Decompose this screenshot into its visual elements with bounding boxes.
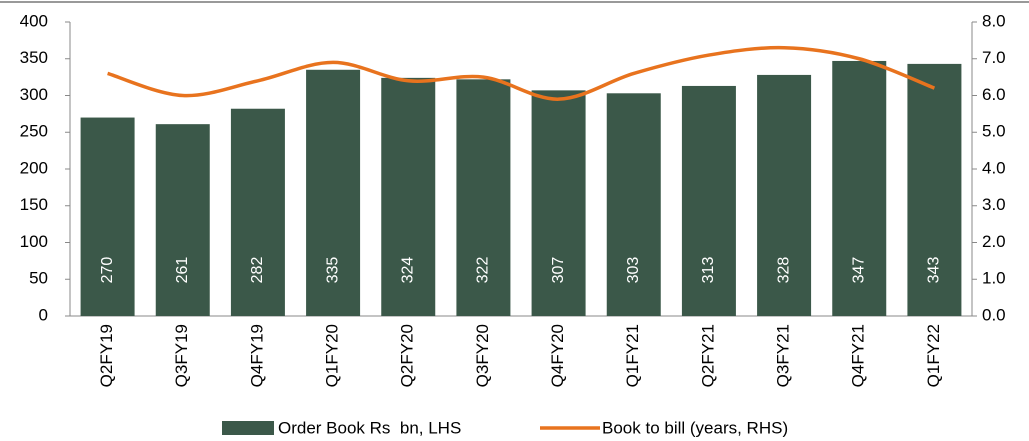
y-tick-label: 250	[20, 122, 48, 141]
y2-tick-label: 5.0	[982, 122, 1006, 141]
y-tick-label: 300	[20, 85, 48, 104]
x-tick-label: Q3FY19	[172, 324, 191, 387]
bar-value-label: 324	[399, 257, 416, 284]
y2-tick-label: 1.0	[982, 269, 1006, 288]
x-tick-label: Q1FY20	[323, 324, 342, 387]
bar-value-label: 347	[850, 257, 867, 284]
bar-value-label: 343	[926, 257, 943, 284]
bar-value-label: 313	[700, 257, 717, 284]
x-tick-label: Q2FY20	[398, 324, 417, 387]
legend-label: Book to bill (years, RHS)	[602, 418, 788, 437]
y-tick-label: 150	[20, 195, 48, 214]
bar	[155, 124, 210, 316]
bar	[681, 85, 736, 316]
bar	[907, 63, 962, 316]
legend-swatch	[222, 421, 274, 435]
y2-tick-label: 0.0	[982, 305, 1006, 324]
x-tick-label: Q1FY22	[924, 324, 943, 387]
y-tick-label: 0	[39, 305, 48, 324]
bar	[606, 93, 661, 316]
bar	[306, 69, 361, 317]
line	[107, 45, 936, 101]
bar	[531, 90, 586, 316]
x-tick-label: Q2FY19	[97, 324, 116, 387]
x-tick-label: Q2FY21	[698, 324, 717, 387]
bar-value-label: 328	[775, 257, 792, 284]
y2-tick-label: 8.0	[982, 11, 1006, 30]
bar-value-label: 270	[99, 257, 116, 284]
bar-value-label: 303	[625, 257, 642, 284]
x-tick-label: Q4FY20	[548, 324, 567, 387]
bar	[832, 60, 887, 316]
x-tick-label: Q1FY21	[623, 324, 642, 387]
bar	[381, 77, 436, 316]
bar	[456, 79, 511, 316]
bar-value-label: 335	[324, 257, 341, 284]
bar	[80, 117, 135, 316]
y2-tick-label: 7.0	[982, 48, 1006, 67]
y-tick-label: 400	[20, 11, 48, 30]
bar-value-label: 282	[249, 257, 266, 284]
y-tick-label: 50	[29, 269, 48, 288]
y2-tick-label: 6.0	[982, 85, 1006, 104]
y2-tick-label: 2.0	[982, 232, 1006, 251]
x-tick-label: Q4FY21	[849, 324, 868, 387]
bar-value-label: 322	[475, 257, 492, 284]
y-tick-label: 100	[20, 232, 48, 251]
legend-label: Order Book Rs bn, LHS	[278, 418, 461, 437]
y-tick-label: 200	[20, 158, 48, 177]
x-tick-label: Q3FY20	[473, 324, 492, 387]
bar	[230, 108, 285, 316]
bar	[757, 74, 812, 316]
y2-tick-label: 4.0	[982, 158, 1006, 177]
y2-tick-label: 3.0	[982, 195, 1006, 214]
x-tick-label: Q3FY21	[774, 324, 793, 387]
x-tick-label: Q4FY19	[247, 324, 266, 387]
y-tick-label: 350	[20, 48, 48, 67]
bar-value-label: 307	[550, 257, 567, 284]
bar-value-label: 261	[174, 257, 191, 284]
